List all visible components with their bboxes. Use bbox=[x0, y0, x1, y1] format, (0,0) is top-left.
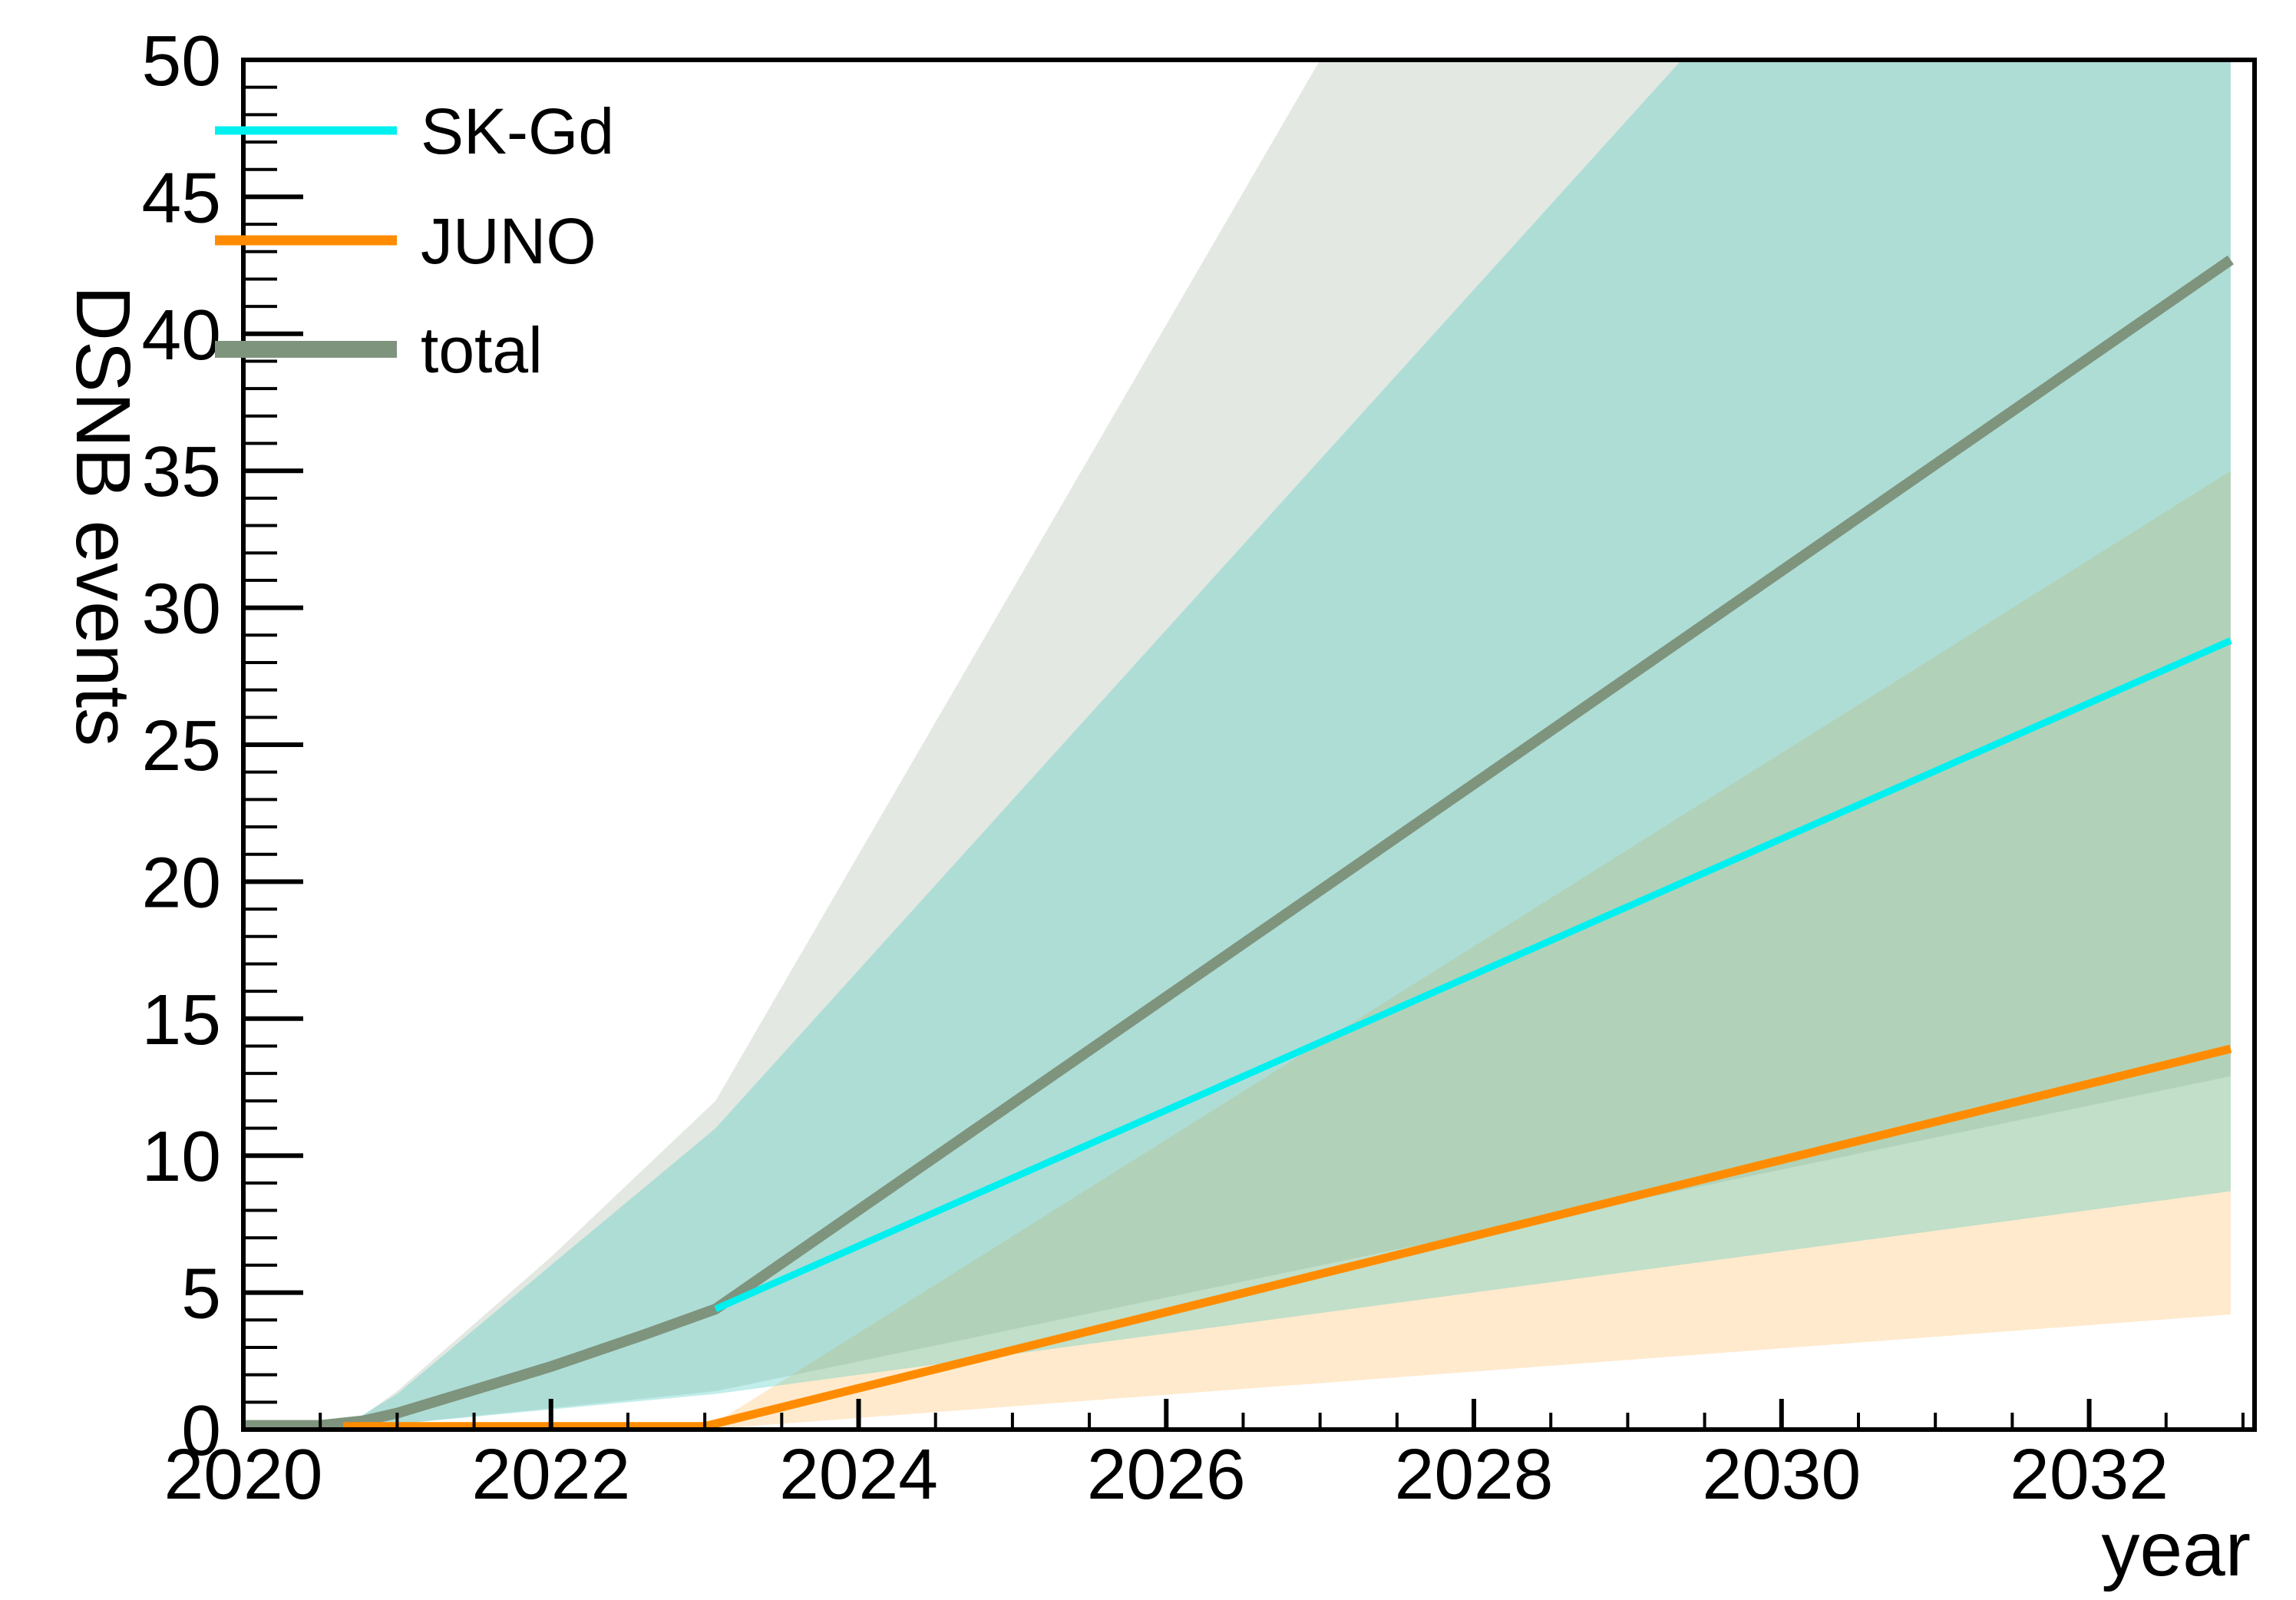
y-tick-label: 40 bbox=[142, 295, 221, 375]
uncertainty-bands bbox=[339, 60, 2231, 1430]
y-tick-label: 5 bbox=[181, 1254, 221, 1334]
x-tick-label: 2026 bbox=[1087, 1434, 1246, 1514]
series-line-total bbox=[243, 255, 2234, 1430]
x-tick-label: 2022 bbox=[471, 1434, 630, 1514]
y-tick-label: 20 bbox=[142, 842, 221, 922]
y-tick-label: 15 bbox=[142, 980, 221, 1060]
band-sk-gd bbox=[339, 60, 2231, 1430]
y-tick-label: 0 bbox=[181, 1390, 221, 1470]
y-tick-label: 25 bbox=[142, 706, 221, 785]
y-tick-label: 50 bbox=[142, 21, 221, 101]
y-tick-label: 45 bbox=[142, 157, 221, 237]
band-total bbox=[343, 60, 2231, 1430]
legend: SK-Gd JUNO total bbox=[215, 95, 614, 386]
series-line-sk-gd bbox=[714, 637, 2232, 1313]
y-axis-title: DSNB events bbox=[60, 286, 146, 746]
y-tick-label: 30 bbox=[142, 569, 221, 649]
x-tick-label: 2024 bbox=[779, 1434, 938, 1514]
legend-label-total: total bbox=[421, 314, 543, 386]
x-axis-title: year bbox=[2101, 1506, 2251, 1592]
x-tick-label: 2032 bbox=[2010, 1434, 2169, 1514]
y-tick-label: 35 bbox=[142, 431, 221, 511]
legend-label-juno: JUNO bbox=[421, 205, 596, 277]
x-tick-label: 2028 bbox=[1395, 1434, 1554, 1514]
x-tick-label: 2030 bbox=[1702, 1434, 1861, 1514]
band-juno bbox=[705, 471, 2231, 1430]
y-tick-label: 10 bbox=[142, 1116, 221, 1196]
axis-tick-labels: 2020 2022 2024 2026 2028 2030 2032 0 5 10 15 20 25 30… bbox=[142, 21, 2169, 1514]
axis-titles: year DSNB events bbox=[60, 286, 2251, 1592]
axis-ticks bbox=[241, 58, 2245, 1432]
x-tick-label: 2020 bbox=[164, 1434, 323, 1514]
legend-label-sk-gd: SK-Gd bbox=[421, 95, 614, 167]
